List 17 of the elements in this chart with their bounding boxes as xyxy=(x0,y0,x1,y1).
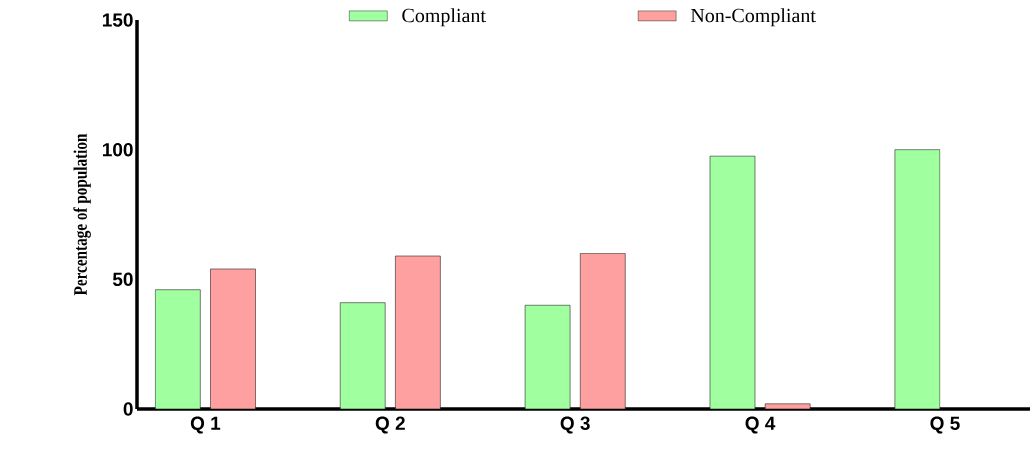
legend-label: Compliant xyxy=(402,8,486,27)
y-tick-label: 50 xyxy=(112,272,133,287)
y-axis-title: Percentage of population xyxy=(73,133,91,296)
bar xyxy=(155,289,201,409)
y-tick-label: 150 xyxy=(102,13,133,27)
y-tick-label: 100 xyxy=(102,142,133,157)
x-tick-label: Q 2 xyxy=(375,416,405,434)
bar xyxy=(339,302,386,409)
x-tick-label: Q 4 xyxy=(745,416,776,434)
y-tick-label: 0 xyxy=(123,402,133,416)
x-tick-label: Q 5 xyxy=(930,416,960,434)
legend-label: Non-Compliant xyxy=(690,8,816,27)
bar xyxy=(709,155,756,409)
bar xyxy=(894,149,941,409)
x-tick-label: Q 3 xyxy=(560,416,590,434)
bar xyxy=(524,305,571,409)
x-tick-label: Q 1 xyxy=(190,416,221,434)
